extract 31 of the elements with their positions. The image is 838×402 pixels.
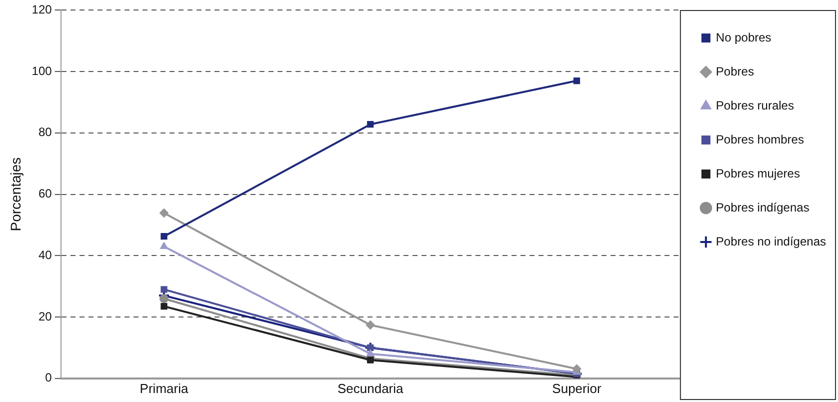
y-tick-label: 80 — [38, 125, 52, 140]
point — [573, 77, 580, 84]
legend-label: Pobres hombres — [716, 132, 804, 146]
point — [160, 233, 168, 240]
legend-label: Pobres indígenas — [716, 200, 810, 214]
y-tick-label: 100 — [32, 64, 52, 78]
point — [160, 242, 168, 249]
point — [160, 286, 168, 293]
point — [160, 302, 168, 310]
point — [367, 356, 374, 364]
y-tick-label: 120 — [32, 2, 52, 17]
point — [366, 349, 374, 356]
point — [572, 364, 582, 374]
point — [366, 320, 375, 330]
y-tick-label: 40 — [38, 248, 52, 262]
legend-label: No pobres — [716, 30, 772, 44]
point — [367, 344, 374, 352]
legend-label: Pobres — [716, 64, 754, 78]
x-tick-label: Primaria — [140, 380, 189, 396]
y-tick-label: 20 — [38, 309, 52, 324]
y-axis-title: Porcentajes — [7, 157, 24, 232]
point — [160, 294, 169, 304]
legend-label: Pobres mujeres — [716, 166, 800, 180]
legend-label: Pobres rurales — [716, 98, 794, 112]
legend-label: Pobres no indígenas — [716, 234, 826, 248]
point — [367, 121, 374, 128]
y-tick-label: 0 — [45, 370, 52, 385]
x-tick-label: Secundaria — [337, 380, 404, 396]
point — [160, 208, 169, 218]
x-tick-label: Superior — [552, 380, 602, 396]
y-tick-label: 60 — [38, 186, 52, 201]
